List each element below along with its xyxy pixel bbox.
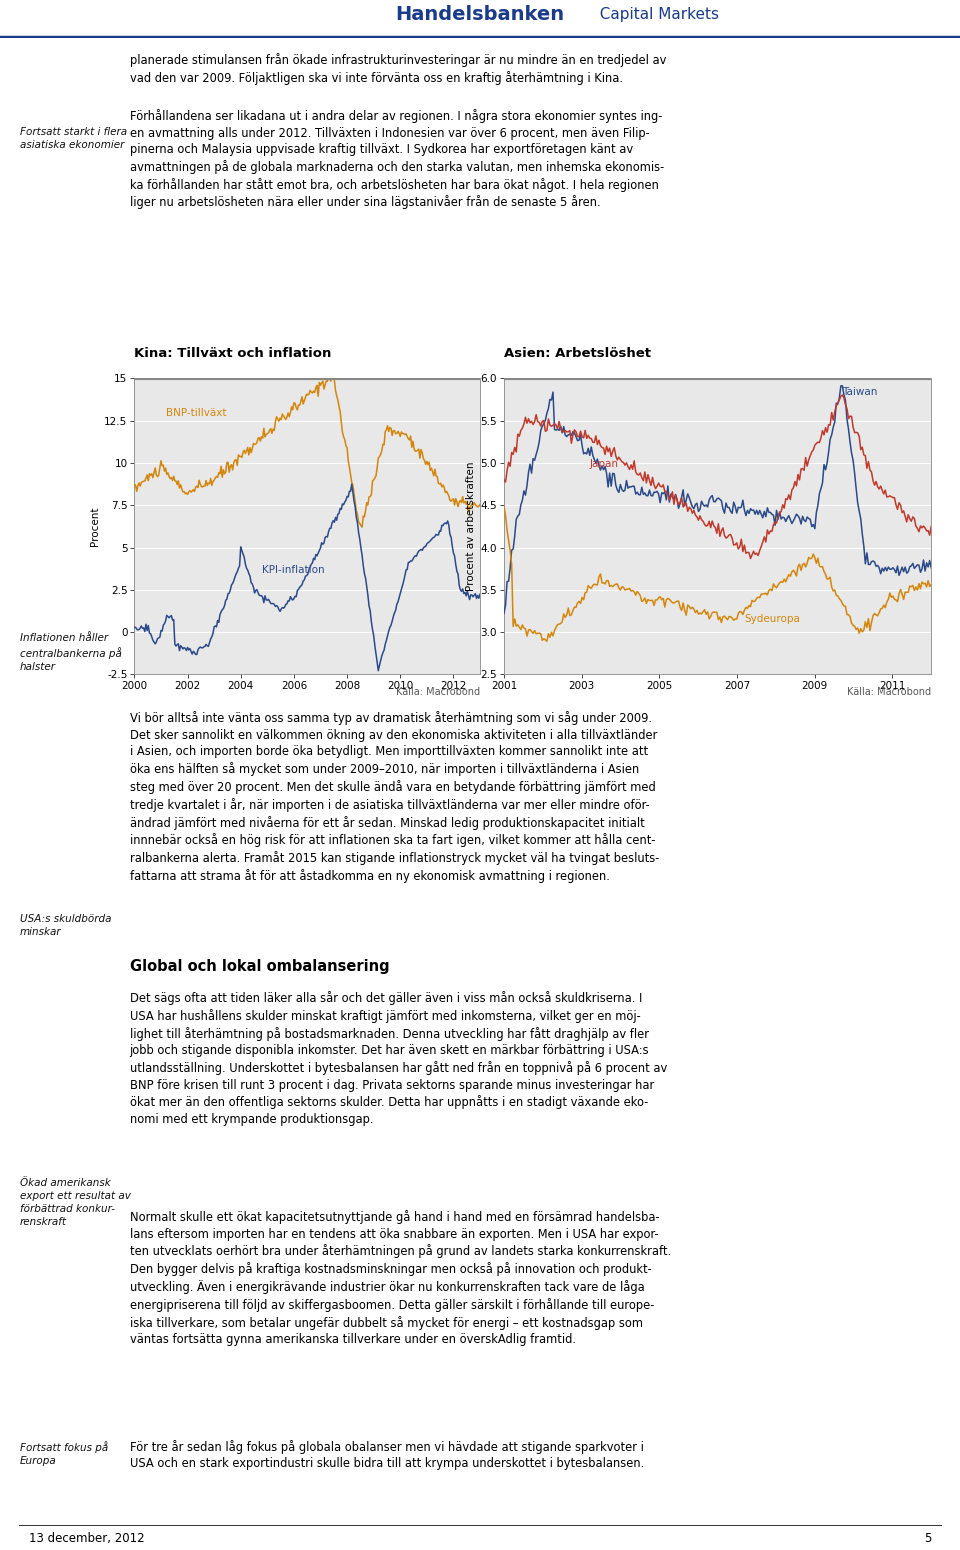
Text: Det sägs ofta att tiden läker alla sår och det gäller även i viss mån också skul: Det sägs ofta att tiden läker alla sår o… xyxy=(130,990,667,1125)
Y-axis label: Procent: Procent xyxy=(90,507,100,546)
Text: 5: 5 xyxy=(924,1533,931,1545)
Text: BNP-tillväxt: BNP-tillväxt xyxy=(166,408,227,417)
Text: Fortsatt fokus på
Europa: Fortsatt fokus på Europa xyxy=(20,1442,108,1466)
Text: Fortsatt starkt i flera
asiatiska ekonomier: Fortsatt starkt i flera asiatiska ekonom… xyxy=(20,127,128,150)
Text: Källa: Macrobond: Källa: Macrobond xyxy=(396,687,480,698)
Text: Taiwan: Taiwan xyxy=(842,388,877,397)
Text: Handelsbanken: Handelsbanken xyxy=(396,5,564,23)
Text: Asien: Arbetslöshet: Asien: Arbetslöshet xyxy=(504,347,651,360)
Text: USA:s skuldbörda
minskar: USA:s skuldbörda minskar xyxy=(20,914,111,938)
Text: Global och lokal ombalansering: Global och lokal ombalansering xyxy=(130,958,389,973)
Text: Inflationen håller
centralbankerna på
halster: Inflationen håller centralbankerna på ha… xyxy=(20,632,122,673)
Text: För tre år sedan låg fokus på globala obalanser men vi hävdade att stigande spar: För tre år sedan låg fokus på globala ob… xyxy=(130,1440,644,1469)
Text: Capital Markets: Capital Markets xyxy=(590,6,719,22)
Text: Källa: Macrobond: Källa: Macrobond xyxy=(847,687,931,698)
Text: Vi bör alltså inte vänta oss samma typ av dramatisk återhämtning som vi såg unde: Vi bör alltså inte vänta oss samma typ a… xyxy=(130,711,659,884)
Text: 13 december, 2012: 13 december, 2012 xyxy=(29,1533,144,1545)
Text: KPI-inflation: KPI-inflation xyxy=(262,564,324,575)
Text: Japan: Japan xyxy=(589,459,618,470)
Text: Förhållandena ser likadana ut i andra delar av regionen. I några stora ekonomier: Förhållandena ser likadana ut i andra de… xyxy=(130,109,664,209)
Y-axis label: Procent av arbetskraften: Procent av arbetskraften xyxy=(467,462,476,591)
Text: planerade stimulansen från ökade infrastrukturinvesteringar är nu mindre än en t: planerade stimulansen från ökade infrast… xyxy=(130,53,666,85)
Text: Ökad amerikansk
export ett resultat av
förbättrad konkur-
renskraft: Ökad amerikansk export ett resultat av f… xyxy=(20,1178,131,1228)
Text: Normalt skulle ett ökat kapacitetsutnyttjande gå hand i hand med en försämrad ha: Normalt skulle ett ökat kapacitetsutnytt… xyxy=(130,1211,671,1345)
Text: Sydeuropa: Sydeuropa xyxy=(745,614,801,625)
Text: Kina: Tillväxt och inflation: Kina: Tillväxt och inflation xyxy=(134,347,332,360)
